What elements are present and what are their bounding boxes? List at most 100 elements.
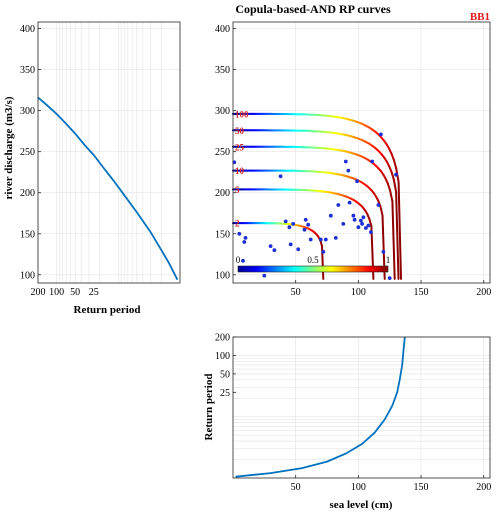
rp-curve-segment — [379, 205, 384, 217]
main-y-tick-label: 100 — [215, 270, 230, 281]
observation-point — [347, 200, 352, 205]
bottom-y-tick-label: 100 — [215, 351, 230, 362]
main-y-tick-label: 150 — [215, 229, 230, 240]
main-y-tick-label: 400 — [215, 24, 230, 35]
observation-point — [366, 223, 371, 228]
observation-point — [351, 213, 356, 218]
observation-point — [343, 159, 348, 164]
observation-point — [308, 237, 313, 242]
left-x-tick-label: 200 — [31, 287, 46, 298]
bottom-x-tick-label: 100 — [351, 482, 366, 493]
main-y-tick-label: 250 — [215, 147, 230, 158]
bottom-y-tick-label: 25 — [220, 388, 230, 399]
bottom-x-tick-label: 200 — [476, 482, 491, 493]
bottom-y-axis-label: Return period — [203, 374, 215, 441]
main-y-tick-label: 300 — [215, 106, 230, 117]
rp-curve-segment — [390, 152, 395, 161]
main-y-tick-label: 200 — [215, 188, 230, 199]
main-x-tick-label: 200 — [476, 287, 491, 298]
colorbar-tick-label: 0 — [236, 255, 241, 265]
main-title: Copula-based-AND RP curves — [235, 2, 391, 16]
observation-point — [303, 217, 308, 222]
left-y-tick-label: 150 — [20, 229, 35, 240]
rp-curve-segment — [390, 170, 395, 181]
main-y-tick-label: 350 — [215, 65, 230, 76]
bottom-sea-level-curve — [235, 336, 406, 478]
bottom-x-tick-label: 50 — [291, 482, 301, 493]
bottom-panel: 50 100 150 200 200 100 50 25 — [215, 333, 491, 494]
observation-point — [306, 222, 311, 227]
left-plot-frame — [37, 21, 181, 284]
rp-curve-segment — [391, 200, 396, 280]
rp-curve-segment — [368, 218, 373, 228]
rp-curve-segment — [386, 182, 392, 192]
rp-curve-segment — [392, 178, 398, 193]
observation-point — [346, 168, 351, 173]
observation-point — [328, 213, 333, 218]
left-x-tick-label: 25 — [89, 287, 99, 298]
left-y-axis-label: river discharge (m3/s) — [3, 96, 15, 199]
rp-curve-segment — [397, 181, 402, 280]
observation-point — [369, 230, 373, 235]
bottom-x-axis-label: sea level (cm) — [330, 499, 393, 511]
observation-point — [296, 247, 301, 252]
left-y-tick-label: 400 — [20, 24, 35, 35]
observation-point — [237, 231, 242, 236]
rp-curve-segment — [395, 190, 400, 280]
observation-point — [291, 222, 296, 226]
observation-point — [379, 132, 383, 137]
colorbar-tick-label: 0.5 — [307, 255, 319, 265]
left-discharge-curve — [37, 96, 179, 281]
observation-point — [352, 217, 357, 222]
left-x-tick-label: 50 — [70, 287, 80, 298]
rp-curve-label: 100 — [235, 109, 249, 119]
left-y-tick-label: 200 — [20, 188, 35, 199]
observation-point — [336, 203, 341, 207]
observation-point — [394, 172, 398, 177]
observation-point — [381, 249, 386, 254]
left-x-axis-label: Return period — [74, 304, 141, 316]
rp-curve-segment — [392, 158, 398, 170]
main-x-tick-label: 50 — [291, 287, 301, 298]
observation-point — [376, 203, 381, 207]
rp-curve-label: 50 — [235, 126, 245, 136]
observation-point — [360, 222, 364, 226]
rp-curve-segment — [388, 164, 393, 173]
rp-curve-label: 25 — [235, 142, 245, 152]
observation-point — [241, 258, 245, 263]
left-y-tick-label: 350 — [20, 65, 35, 76]
main-x-tick-label: 100 — [351, 287, 366, 298]
left-y-tick-label: 100 — [20, 270, 35, 281]
observation-point — [302, 227, 307, 232]
observation-point — [356, 225, 361, 230]
observation-point — [287, 225, 292, 230]
observation-point — [355, 179, 359, 184]
observation-point — [364, 226, 368, 230]
left-y-tick-label: 300 — [20, 106, 35, 117]
observation-point — [272, 248, 277, 253]
observation-point — [370, 159, 375, 164]
bottom-y-tick-label: 50 — [220, 369, 230, 380]
bottom-y-tick-label: 200 — [215, 333, 230, 344]
observation-point — [262, 273, 267, 278]
observation-point — [268, 244, 273, 249]
observation-point — [361, 215, 366, 220]
rp-curve-label: 5 — [235, 185, 240, 195]
observation-point — [323, 237, 328, 242]
colorbar-tick-label: 1 — [386, 255, 391, 265]
observation-point — [341, 222, 346, 226]
colorbar — [237, 265, 389, 273]
observation-point — [288, 242, 293, 247]
rp-curve-segment — [389, 189, 394, 203]
bottom-plot-frame — [232, 336, 491, 479]
observation-point — [318, 237, 323, 242]
bottom-x-tick-label: 150 — [414, 482, 429, 493]
observation-point — [242, 240, 247, 244]
observation-point — [283, 219, 288, 224]
observation-point — [359, 218, 363, 223]
rp-curve-label: 2 — [235, 219, 240, 229]
main-x-tick-label: 150 — [414, 287, 429, 298]
